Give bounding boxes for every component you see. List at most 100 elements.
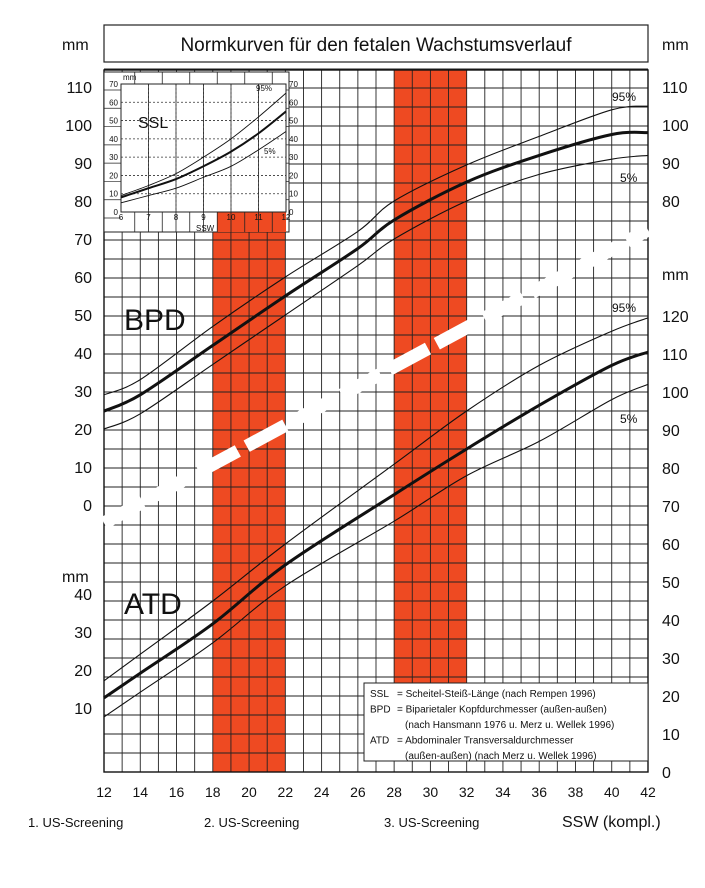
inset-frame <box>103 71 290 233</box>
atd-5-label: 5% <box>620 412 638 426</box>
atd-y-tick-left: 10 <box>74 701 92 718</box>
bpd-y-tick-left: 80 <box>74 194 92 211</box>
screening-3-label: 3. US-Screening <box>384 815 479 830</box>
ssl-x-tick: 9 <box>201 213 206 222</box>
x-tick-label: 40 <box>604 784 620 800</box>
ssl-curve-50pct <box>120 110 287 199</box>
bpd-y-tick-right: 100 <box>662 118 689 135</box>
unit-left-top: mm <box>62 37 89 54</box>
x-tick-label: 42 <box>640 784 656 800</box>
ssl-x-tick: 10 <box>227 213 236 222</box>
ssl-y-tick-right: 70 <box>289 80 298 89</box>
plot-frame <box>103 69 649 773</box>
atd-y-tick-left: 20 <box>74 663 92 680</box>
atd-curve-50pct <box>103 350 649 700</box>
ssl-curve-95pct <box>120 92 287 196</box>
bpd-y-tick-left: 50 <box>74 308 92 325</box>
screening-1-label: 1. US-Screening <box>28 815 123 830</box>
chart-title: Normkurven für den fetalen Wachstumsverl… <box>180 35 572 56</box>
atd-y-tick-right: 0 <box>662 765 671 782</box>
ssl-x-tick: 6 <box>119 213 124 222</box>
x-tick-label: 26 <box>350 784 366 800</box>
bpd-95-label: 95% <box>612 90 636 104</box>
unit-right-top: mm <box>662 37 689 54</box>
ssl-y-tick-left: 60 <box>109 98 118 107</box>
xlabel: SSW (kompl.) <box>562 814 661 831</box>
ssl-y-tick-left: 20 <box>109 171 118 180</box>
legend-text: = Biparietaler Kopfdurchmesser (außen-au… <box>397 705 607 716</box>
atd-y-tick-right: 90 <box>662 423 680 440</box>
ssl-y-tick-right: 60 <box>289 98 298 107</box>
atd-y-tick-left: 40 <box>74 587 92 604</box>
unit-right-atd: mm <box>662 267 689 284</box>
x-tick-label: 30 <box>423 784 439 800</box>
inset-plot-frame <box>120 83 287 213</box>
bpd-y-tick-left: 20 <box>74 422 92 439</box>
x-tick-label: 34 <box>495 784 511 800</box>
atd-y-tick-right: 100 <box>662 385 689 402</box>
bpd-y-tick-left: 30 <box>74 384 92 401</box>
x-tick-label: 16 <box>169 784 185 800</box>
atd-95-label: 95% <box>612 301 636 315</box>
atd-y-tick-right: 40 <box>662 613 680 630</box>
ssl-x-tick: 8 <box>174 213 179 222</box>
ssl-y-tick-right: 20 <box>289 171 298 180</box>
ssl-label: SSL <box>138 115 168 132</box>
ssl-y-tick-left: 70 <box>109 80 118 89</box>
legend-text: (außen-außen) (nach Merz u. Wellek 1996) <box>405 751 597 762</box>
screening-band-1 <box>217 212 286 232</box>
bpd-y-tick-left: 100 <box>65 118 92 135</box>
ssl-95-label: 95% <box>256 84 272 93</box>
atd-y-tick-right: 20 <box>662 689 680 706</box>
bpd-y-tick-right: 80 <box>662 194 680 211</box>
x-tick-label: 14 <box>132 784 148 800</box>
ssl-x-tick: 7 <box>146 213 151 222</box>
legend-abbr: SSL <box>370 689 389 700</box>
atd-y-tick-right: 10 <box>662 727 680 744</box>
ssl-y-tick-left: 0 <box>114 208 119 217</box>
ssl-y-tick-right: 50 <box>289 117 298 126</box>
bpd-curve-95pct <box>103 105 649 396</box>
ssl-y-tick-right: 10 <box>289 190 298 199</box>
x-tick-label: 32 <box>459 784 475 800</box>
atd-y-tick-left: 30 <box>74 625 92 642</box>
ssl-5-label: 5% <box>264 147 276 156</box>
legend-text: = Scheitel-Steiß-Länge (nach Rempen 1996… <box>397 689 596 700</box>
bpd-y-tick-left: 0 <box>83 498 92 515</box>
atd-y-tick-right: 120 <box>662 309 689 326</box>
legend-abbr: ATD <box>370 736 389 747</box>
bpd-y-tick-left: 10 <box>74 460 92 477</box>
legend-text: (nach Hansmann 1976 u. Merz u. Wellek 19… <box>405 720 614 731</box>
atd-y-tick-right: 60 <box>662 537 680 554</box>
x-tick-label: 24 <box>314 784 330 800</box>
ssl-x-tick: 11 <box>254 213 263 222</box>
x-tick-label: 12 <box>96 784 112 800</box>
ssl-xlabel: SSW <box>196 224 215 233</box>
bpd-curve-5pct <box>103 154 649 430</box>
section-separator <box>100 224 652 529</box>
title-box <box>103 24 649 63</box>
bpd-y-tick-right: 110 <box>662 80 688 97</box>
bpd-y-tick-right: 90 <box>662 156 680 173</box>
ssl-inset: 0 0 10 10 20 20 30 30 40 40 50 50 60 60 70 70 6 7 8 9 10 11 12… <box>103 71 298 233</box>
bpd-y-tick-left: 110 <box>66 80 92 97</box>
ssl-y-tick-left: 30 <box>109 153 118 162</box>
ssl-x-tick: 12 <box>282 213 291 222</box>
bpd-y-tick-left: 90 <box>74 156 92 173</box>
ssl-unit: mm <box>123 73 137 82</box>
atd-y-tick-right: 70 <box>662 499 680 516</box>
atd-y-tick-right: 30 <box>662 651 680 668</box>
bpd-curve-50pct <box>103 130 649 413</box>
atd-curve-5pct <box>103 383 649 718</box>
bpd-y-tick-left: 70 <box>74 232 92 249</box>
ssl-y-tick-right: 40 <box>289 135 298 144</box>
atd-y-tick-right: 80 <box>662 461 680 478</box>
atd-y-tick-right: 110 <box>662 347 688 364</box>
bpd-5-label: 5% <box>620 171 638 185</box>
bpd-y-tick-left: 40 <box>74 346 92 363</box>
x-tick-label: 20 <box>241 784 257 800</box>
x-tick-label: 22 <box>278 784 294 800</box>
x-tick-label: 28 <box>386 784 402 800</box>
x-tick-label: 18 <box>205 784 221 800</box>
